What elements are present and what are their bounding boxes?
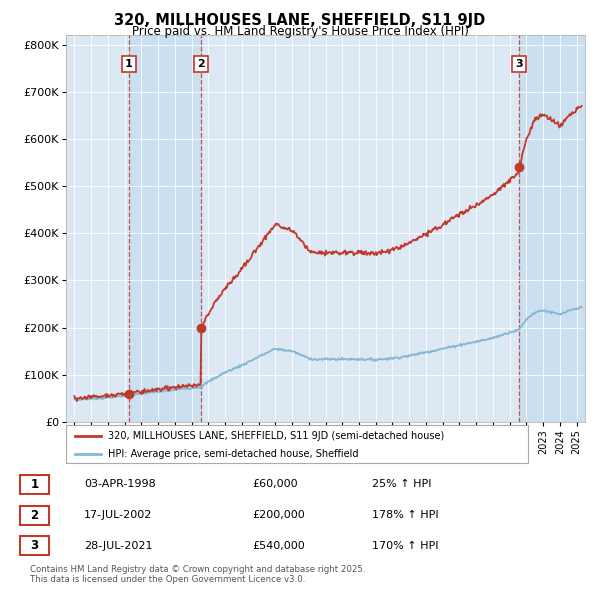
Text: 3: 3 — [31, 539, 38, 552]
Text: £200,000: £200,000 — [252, 510, 305, 520]
Text: 178% ↑ HPI: 178% ↑ HPI — [372, 510, 439, 520]
FancyBboxPatch shape — [66, 425, 528, 463]
Text: 1: 1 — [125, 58, 133, 68]
FancyBboxPatch shape — [20, 506, 49, 525]
Text: 320, MILLHOUSES LANE, SHEFFIELD, S11 9JD: 320, MILLHOUSES LANE, SHEFFIELD, S11 9JD — [115, 13, 485, 28]
Text: £60,000: £60,000 — [252, 480, 298, 489]
Text: 1: 1 — [31, 478, 38, 491]
Text: 17-JUL-2002: 17-JUL-2002 — [84, 510, 152, 520]
Text: 2: 2 — [197, 58, 205, 68]
FancyBboxPatch shape — [20, 536, 49, 555]
Bar — [129, 35, 200, 422]
Text: HPI: Average price, semi-detached house, Sheffield: HPI: Average price, semi-detached house,… — [107, 448, 358, 458]
Text: 28-JUL-2021: 28-JUL-2021 — [84, 541, 152, 550]
Text: 25% ↑ HPI: 25% ↑ HPI — [372, 480, 431, 489]
Text: 03-APR-1998: 03-APR-1998 — [84, 480, 156, 489]
Bar — [519, 35, 585, 422]
Text: 3: 3 — [515, 58, 523, 68]
Text: 2: 2 — [31, 509, 38, 522]
Text: 320, MILLHOUSES LANE, SHEFFIELD, S11 9JD (semi-detached house): 320, MILLHOUSES LANE, SHEFFIELD, S11 9JD… — [107, 431, 444, 441]
Text: Contains HM Land Registry data © Crown copyright and database right 2025.
This d: Contains HM Land Registry data © Crown c… — [30, 565, 365, 584]
Text: £540,000: £540,000 — [252, 541, 305, 550]
Text: 170% ↑ HPI: 170% ↑ HPI — [372, 541, 439, 550]
FancyBboxPatch shape — [20, 475, 49, 494]
Text: Price paid vs. HM Land Registry's House Price Index (HPI): Price paid vs. HM Land Registry's House … — [131, 25, 469, 38]
